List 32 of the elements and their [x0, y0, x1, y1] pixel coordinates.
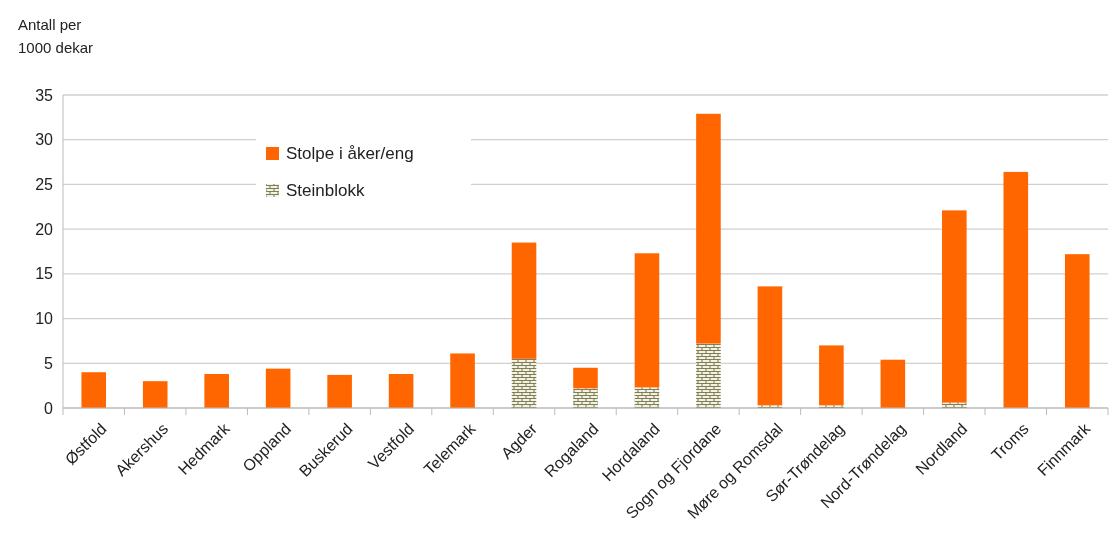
bar [327, 374, 352, 408]
bar [573, 367, 598, 389]
y-axis-title: Antall per 1000 dekar [18, 16, 94, 56]
y-tick-label: 30 [35, 131, 54, 149]
y-tick-label: 10 [35, 310, 54, 328]
y-tick-label: 0 [44, 399, 54, 417]
bar [204, 374, 229, 408]
legend-label: Steinblokk [286, 180, 365, 200]
bar [511, 242, 537, 359]
bar [634, 387, 660, 408]
y-tick-label: 25 [35, 176, 54, 194]
y-tick-label: 35 [35, 86, 54, 104]
bar [880, 359, 906, 408]
bar [81, 372, 107, 408]
bar [265, 368, 291, 408]
bar [757, 286, 783, 406]
y-tick-label: 20 [35, 220, 54, 238]
bar [1003, 171, 1029, 408]
bar [696, 113, 721, 344]
bar [696, 343, 721, 408]
bar [450, 353, 475, 408]
bar [511, 358, 537, 408]
y-tick-label: 5 [44, 354, 54, 372]
y-tick-label: 15 [35, 265, 54, 283]
bar [634, 253, 660, 388]
bar [573, 388, 598, 408]
bar [388, 374, 414, 408]
bar [819, 345, 844, 406]
bar [142, 381, 168, 408]
bar [1064, 254, 1090, 408]
bar [942, 210, 967, 403]
legend-label: Stolpe i åker/eng [286, 143, 414, 163]
